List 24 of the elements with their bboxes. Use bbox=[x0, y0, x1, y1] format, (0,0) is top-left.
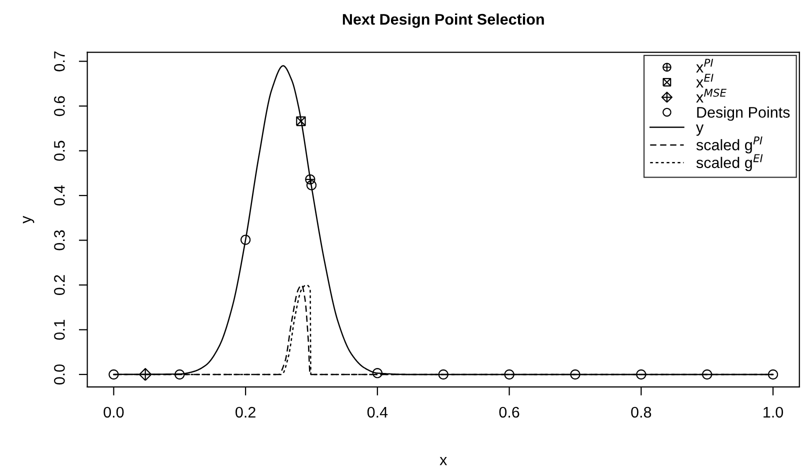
legend-label: scaled g$^{EI}$ bbox=[696, 154, 763, 172]
x-tick-label: 1.0 bbox=[764, 406, 784, 418]
chart-title: Next Design Point Selection bbox=[342, 14, 544, 28]
y-axis-title: y bbox=[22, 216, 34, 224]
y-tick-label: 0.5 bbox=[54, 140, 65, 161]
y-tick-label: 0.2 bbox=[54, 275, 65, 296]
legend-label: x$^{MSE}$ bbox=[696, 88, 727, 102]
x-tick-label: 0.0 bbox=[104, 406, 124, 418]
y-tick-label: 0.0 bbox=[54, 364, 65, 384]
x-tick-label: 0.8 bbox=[631, 406, 652, 418]
x-tick-label: 0.2 bbox=[236, 406, 256, 418]
x-tick-label: 0.4 bbox=[367, 406, 388, 418]
y-tick-label: 0.6 bbox=[54, 96, 65, 116]
y-tick-label: 0.4 bbox=[54, 185, 65, 206]
legend-label: Design Points bbox=[697, 106, 790, 121]
y-tick-label: 0.1 bbox=[54, 320, 65, 340]
x-axis-title: x bbox=[440, 457, 448, 466]
legend-label: scaled g$^{PI}$ bbox=[696, 136, 762, 154]
legend-label: x$^{EI}$ bbox=[696, 74, 714, 88]
y-tick-label: 0.3 bbox=[54, 230, 65, 250]
x-tick-label: 0.6 bbox=[499, 406, 520, 418]
y-tick-label: 0.7 bbox=[54, 51, 65, 72]
legend-label: y bbox=[696, 124, 704, 136]
legend-label: x$^{PI}$ bbox=[696, 58, 714, 72]
